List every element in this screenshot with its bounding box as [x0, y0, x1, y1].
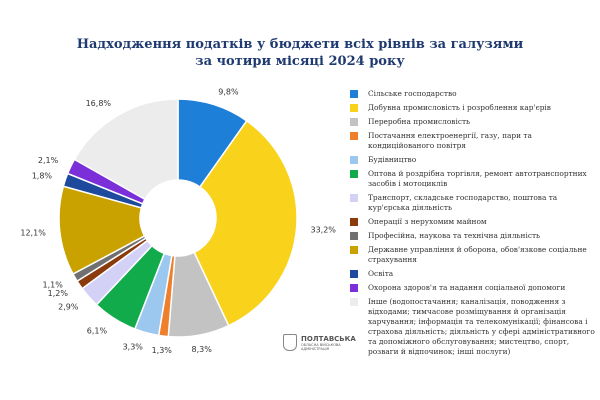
data-label-11: 2,1%	[38, 156, 59, 165]
legend-label: Державне управління й оборона, обов'язко…	[368, 245, 587, 264]
legend-label: Професійна, наукова та технічна діяльніс…	[368, 231, 541, 240]
logo-line-3: АДМІНІСТРАЦІЯ	[301, 346, 330, 351]
legend-swatch	[350, 170, 358, 178]
data-label-1: 33,2%	[310, 226, 336, 235]
data-label-6: 2,9%	[58, 302, 79, 311]
legend-label: Операції з нерухомим майном	[368, 217, 487, 226]
legend-item: Оптова й роздрібна торгівля, ремонт авто…	[350, 169, 595, 189]
data-label-2: 8,3%	[192, 345, 213, 354]
legend-swatch	[350, 246, 358, 254]
legend-swatch	[350, 132, 358, 140]
title-line-1: Надходження податків у бюджети всіх рівн…	[76, 37, 524, 52]
legend-item: Охорона здоров'я та надання соціальної д…	[350, 283, 595, 293]
legend-swatch	[350, 90, 358, 98]
title-line-2: за чотири місяці 2024 року	[195, 54, 405, 69]
slice-12	[73, 98, 179, 201]
legend-item: Інше (водопостачання; каналізація, повод…	[350, 297, 595, 357]
data-label-0: 9,8%	[218, 87, 239, 96]
legend-item: Переробна промисловість	[350, 117, 595, 127]
legend-item: Операції з нерухомим майном	[350, 217, 595, 227]
legend-label: Добувна промисловість і розроблення кар'…	[368, 103, 551, 112]
data-label-8: 1,1%	[43, 281, 64, 290]
data-label-3: 1,3%	[152, 346, 173, 355]
legend-label: Транспорт, складське господарство, пошто…	[368, 193, 558, 212]
legend-item: Сільське господарство	[350, 89, 595, 99]
legend-label: Освіта	[368, 269, 394, 278]
legend-item: Будівництво	[350, 155, 595, 165]
legend-label: Постачання електроенергії, газу, пари та…	[368, 131, 532, 150]
legend-item: Державне управління й оборона, обов'язко…	[350, 245, 595, 265]
legend-label: Переробна промисловість	[368, 117, 471, 126]
legend-label: Інше (водопостачання; каналізація, повод…	[368, 297, 595, 356]
logo-line-1: ПОЛТАВСЬКА	[301, 334, 356, 343]
legend-item: Професійна, наукова та технічна діяльніс…	[350, 231, 595, 241]
legend-item: Постачання електроенергії, газу, пари та…	[350, 131, 595, 151]
legend-swatch	[350, 298, 358, 306]
data-label-10: 1,8%	[32, 171, 53, 180]
legend-swatch	[350, 284, 358, 292]
logo-line-2: ОБЛАСНА ВІЙСЬКОВА	[301, 342, 341, 347]
data-label-7: 1,2%	[48, 289, 69, 298]
legend-swatch	[350, 232, 358, 240]
legend-item: Освіта	[350, 269, 595, 279]
crest-icon	[283, 334, 297, 351]
legend-swatch	[350, 156, 358, 164]
legend-swatch	[350, 194, 358, 202]
legend-label: Будівництво	[368, 155, 417, 164]
legend-swatch	[350, 118, 358, 126]
legend-swatch	[350, 104, 358, 112]
data-label-5: 6,1%	[87, 327, 108, 336]
legend: Сільське господарство Добувна промисловіс…	[350, 89, 595, 361]
legend-item: Транспорт, складське господарство, пошто…	[350, 193, 595, 213]
data-label-9: 12,1%	[20, 229, 46, 238]
legend-item: Добувна промисловість і розроблення кар'…	[350, 103, 595, 113]
data-label-4: 3,3%	[123, 342, 144, 351]
slice-1	[193, 119, 298, 327]
logo: ПОЛТАВСЬКА ОБЛАСНА ВІЙСЬКОВА АДМІНІСТРАЦ…	[283, 334, 356, 351]
legend-swatch	[350, 270, 358, 278]
legend-label: Сільське господарство	[368, 89, 457, 98]
legend-label: Оптова й роздрібна торгівля, ремонт авто…	[368, 169, 587, 188]
data-label-12: 16,8%	[86, 99, 112, 108]
chart-title: Надходження податків у бюджети всіх рівн…	[0, 36, 600, 70]
legend-label: Охорона здоров'я та надання соціальної д…	[368, 283, 566, 292]
legend-swatch	[350, 218, 358, 226]
